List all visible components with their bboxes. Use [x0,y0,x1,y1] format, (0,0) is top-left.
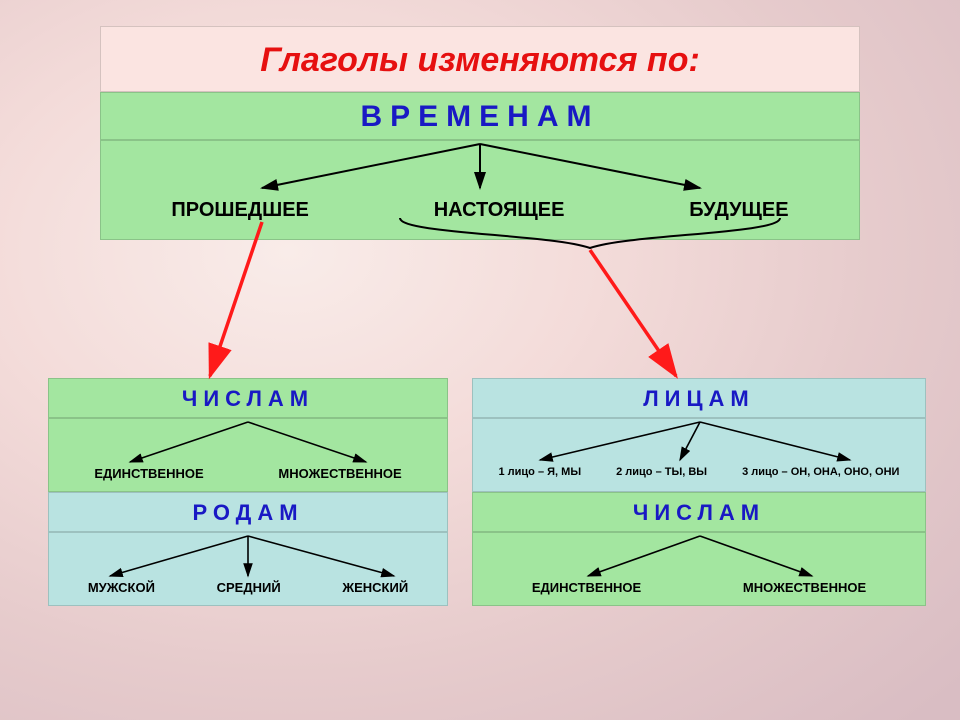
top-items-box: ПРОШЕДШЕЕ НАСТОЯЩЕЕ БУДУЩЕЕ [100,140,860,240]
person-1: 1 лицо – Я, МЫ [499,466,582,478]
right-persons-row: 1 лицо – Я, МЫ 2 лицо – ТЫ, ВЫ 3 лицо – … [473,419,925,491]
number-singular: ЕДИНСТВЕННОЕ [94,466,203,481]
left-genders-heading: РОДАМ [48,492,448,532]
left-numbers-items-box: ЕДИНСТВЕННОЕ МНОЖЕСТВЕННОЕ [48,418,448,492]
number-plural-2: МНОЖЕСТВЕННОЕ [743,580,866,595]
number-singular-2: ЕДИНСТВЕННОЕ [532,580,641,595]
left-genders-row: МУЖСКОЙ СРЕДНИЙ ЖЕНСКИЙ [49,533,447,605]
top-items-row: ПРОШЕДШЕЕ НАСТОЯЩЕЕ БУДУЩЕЕ [101,141,859,239]
number-plural: МНОЖЕСТВЕННОЕ [278,466,401,481]
left-numbers-heading: ЧИСЛАМ [48,378,448,418]
gender-masculine: МУЖСКОЙ [88,580,155,595]
time-past: ПРОШЕДШЕЕ [171,199,308,222]
left-genders-items-box: МУЖСКОЙ СРЕДНИЙ ЖЕНСКИЙ [48,532,448,606]
gender-feminine: ЖЕНСКИЙ [342,580,408,595]
main-title: Глаголы изменяются по: [100,26,860,92]
top-heading: ВРЕМЕНАМ [100,92,860,140]
time-future: БУДУЩЕЕ [689,199,788,222]
person-3: 3 лицо – ОН, ОНА, ОНО, ОНИ [742,466,899,478]
diagram-canvas: Глаголы изменяются по: ВРЕМЕНАМ ПРОШЕДШЕ… [0,0,960,720]
right-persons-items-box: 1 лицо – Я, МЫ 2 лицо – ТЫ, ВЫ 3 лицо – … [472,418,926,492]
gender-neuter: СРЕДНИЙ [217,580,281,595]
right-persons-heading: ЛИЦАМ [472,378,926,418]
right-numbers-heading: ЧИСЛАМ [472,492,926,532]
person-2: 2 лицо – ТЫ, ВЫ [616,466,707,478]
right-numbers-row: ЕДИНСТВЕННОЕ МНОЖЕСТВЕННОЕ [473,533,925,605]
left-numbers-row: ЕДИНСТВЕННОЕ МНОЖЕСТВЕННОЕ [49,419,447,491]
right-numbers-items-box: ЕДИНСТВЕННОЕ МНОЖЕСТВЕННОЕ [472,532,926,606]
time-present: НАСТОЯЩЕЕ [434,199,565,222]
